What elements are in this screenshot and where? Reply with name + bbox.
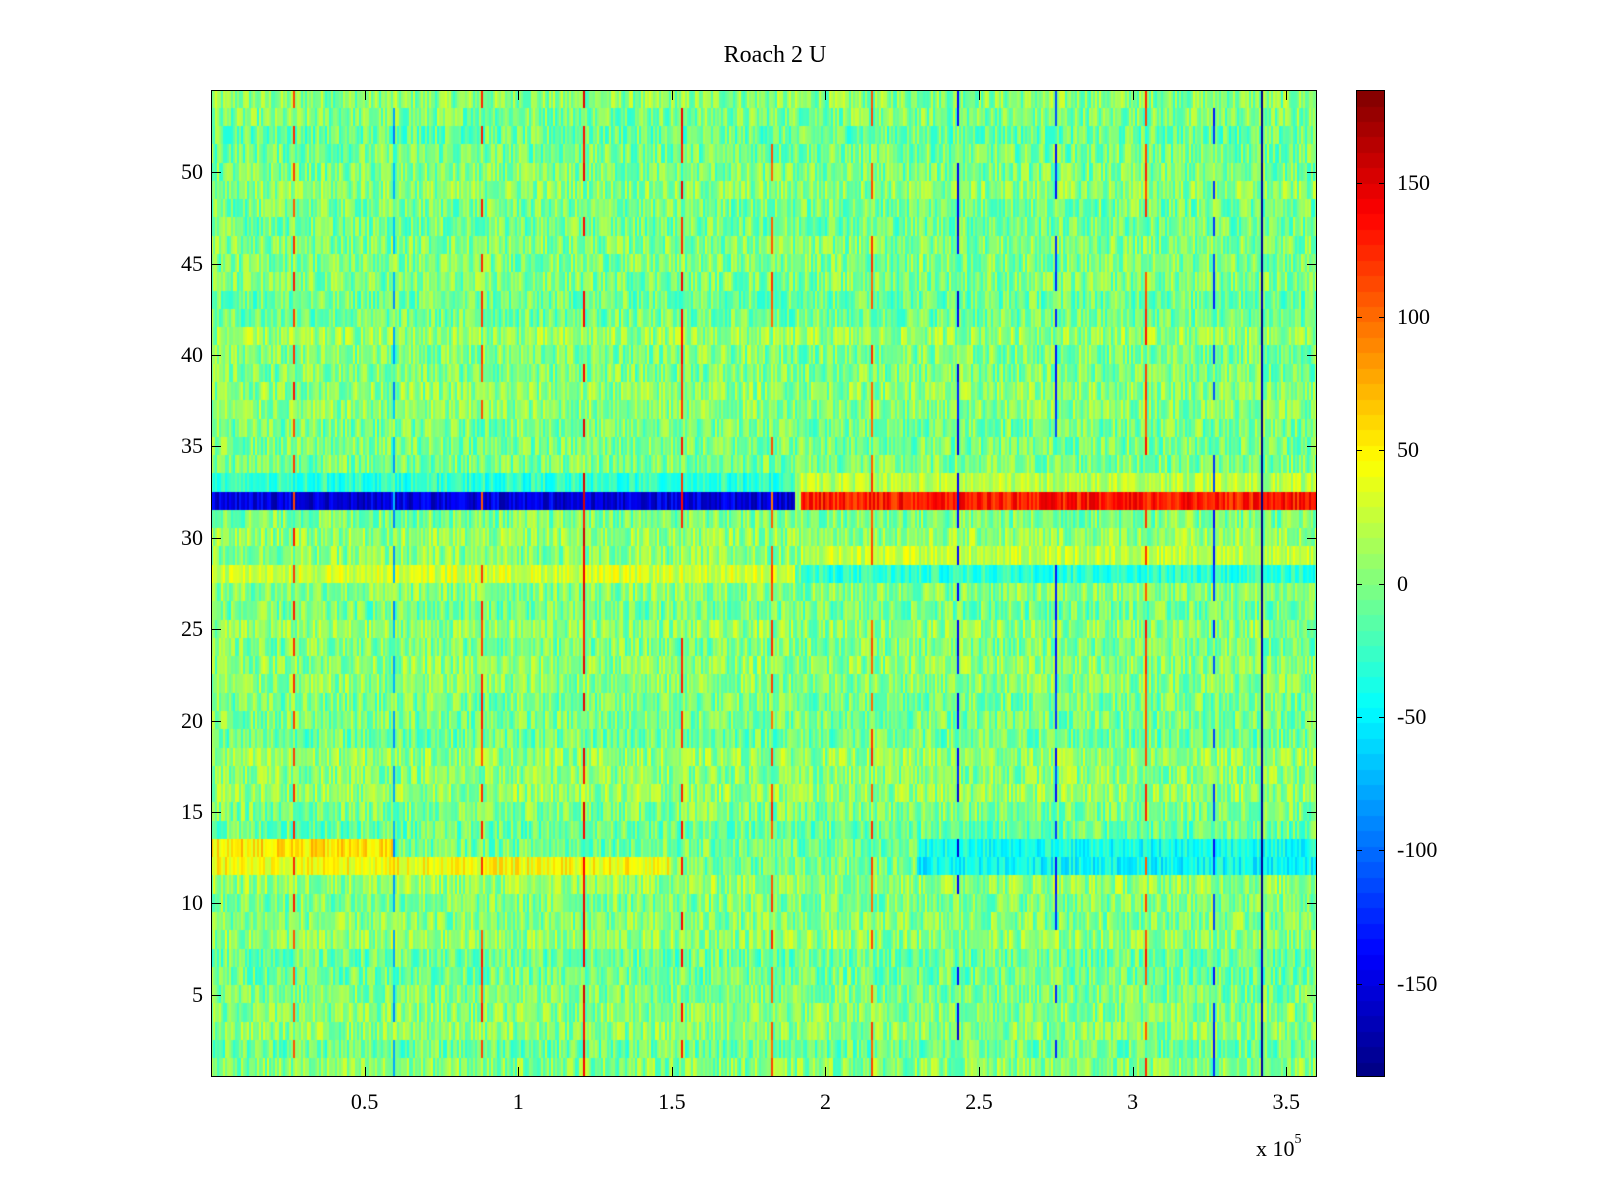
colorbar-tick-mark bbox=[1356, 850, 1362, 852]
x-tick-label: 1.5 bbox=[658, 1089, 686, 1114]
x-tick-mark bbox=[518, 1067, 520, 1077]
colorbar-tick-mark bbox=[1356, 316, 1362, 318]
colorbar-tick-mark-right bbox=[1379, 316, 1385, 318]
x-tick-mark-top bbox=[1286, 90, 1288, 100]
colorbar-tick-mark bbox=[1356, 450, 1362, 452]
y-tick-label: 35 bbox=[181, 433, 203, 459]
heatmap-plot-area bbox=[211, 90, 1317, 1077]
y-tick-mark-right bbox=[1307, 263, 1317, 265]
x-tick-mark bbox=[671, 1067, 673, 1077]
y-tick-mark bbox=[211, 994, 221, 996]
x-tick-label: 3.5 bbox=[1272, 1089, 1301, 1114]
x-tick-mark-top bbox=[364, 90, 366, 100]
colorbar-tick-mark-right bbox=[1379, 983, 1385, 985]
y-tick-mark-right bbox=[1307, 903, 1317, 905]
y-tick-mark-right bbox=[1307, 720, 1317, 722]
x-tick-mark-top bbox=[979, 90, 981, 100]
x-tick-label: 1 bbox=[512, 1089, 524, 1114]
y-tick-mark bbox=[211, 446, 221, 448]
x-tick-mark bbox=[1132, 1067, 1134, 1077]
x-tick-mark bbox=[364, 1067, 366, 1077]
y-tick-mark-right bbox=[1307, 355, 1317, 357]
y-tick-mark-right bbox=[1307, 994, 1317, 996]
colorbar-tick-mark-right bbox=[1379, 450, 1385, 452]
x-tick-mark bbox=[979, 1067, 981, 1077]
y-tick-mark bbox=[211, 629, 221, 631]
colorbar-tick-mark bbox=[1356, 716, 1362, 718]
y-tick-mark bbox=[211, 720, 221, 722]
colorbar-tick-label: -100 bbox=[1397, 837, 1438, 863]
x-tick-mark bbox=[1286, 1067, 1288, 1077]
x-tick-mark-top bbox=[518, 90, 520, 100]
colorbar-tick-label: 100 bbox=[1397, 303, 1430, 329]
colorbar-tick-label: 150 bbox=[1397, 170, 1430, 196]
y-tick-label: 15 bbox=[181, 798, 203, 824]
colorbar-tick-mark bbox=[1356, 583, 1362, 585]
y-tick-mark-right bbox=[1307, 811, 1317, 813]
colorbar-tick-mark-right bbox=[1379, 850, 1385, 852]
y-tick-mark-right bbox=[1307, 172, 1317, 174]
x-tick-mark-top bbox=[671, 90, 673, 100]
colorbar-tick-mark-right bbox=[1379, 716, 1385, 718]
colorbar-tick-label: -50 bbox=[1397, 703, 1427, 729]
colorbar-tick-mark bbox=[1356, 183, 1362, 185]
y-tick-label: 40 bbox=[181, 342, 203, 368]
y-tick-mark bbox=[211, 903, 221, 905]
y-tick-label: 50 bbox=[181, 159, 203, 185]
colorbar-tick-mark-right bbox=[1379, 583, 1385, 585]
colorbar-tick-label: 0 bbox=[1397, 570, 1408, 596]
colorbar-tick-mark-right bbox=[1379, 183, 1385, 185]
y-tick-mark bbox=[211, 263, 221, 265]
x-tick-label: 0.5 bbox=[350, 1089, 379, 1114]
x-tick-mark bbox=[825, 1067, 827, 1077]
y-tick-label: 5 bbox=[192, 981, 203, 1007]
colorbar-tick-mark bbox=[1356, 983, 1362, 985]
colorbar-tick-label: -150 bbox=[1397, 970, 1438, 996]
chart-title: Roach 2 U bbox=[723, 42, 827, 68]
y-tick-label: 45 bbox=[181, 250, 203, 276]
colorbar-tick-label: 50 bbox=[1397, 437, 1419, 463]
y-tick-mark-right bbox=[1307, 629, 1317, 631]
x-axis-exponent: x 105 bbox=[1256, 1132, 1302, 1161]
x-tick-mark-top bbox=[825, 90, 827, 100]
x-tick-label: 3 bbox=[1127, 1089, 1139, 1114]
y-tick-mark bbox=[211, 811, 221, 813]
x-tick-label: 2.5 bbox=[965, 1089, 993, 1114]
y-tick-mark bbox=[211, 537, 221, 539]
y-tick-label: 10 bbox=[181, 890, 203, 916]
x-tick-mark-top bbox=[1132, 90, 1134, 100]
y-tick-label: 20 bbox=[181, 707, 203, 733]
y-tick-mark-right bbox=[1307, 537, 1317, 539]
y-tick-label: 30 bbox=[181, 524, 203, 550]
y-tick-label: 25 bbox=[181, 616, 203, 642]
x-tick-label: 2 bbox=[819, 1089, 831, 1114]
y-tick-mark bbox=[211, 172, 221, 174]
y-tick-mark bbox=[211, 355, 221, 357]
y-tick-mark-right bbox=[1307, 446, 1317, 448]
